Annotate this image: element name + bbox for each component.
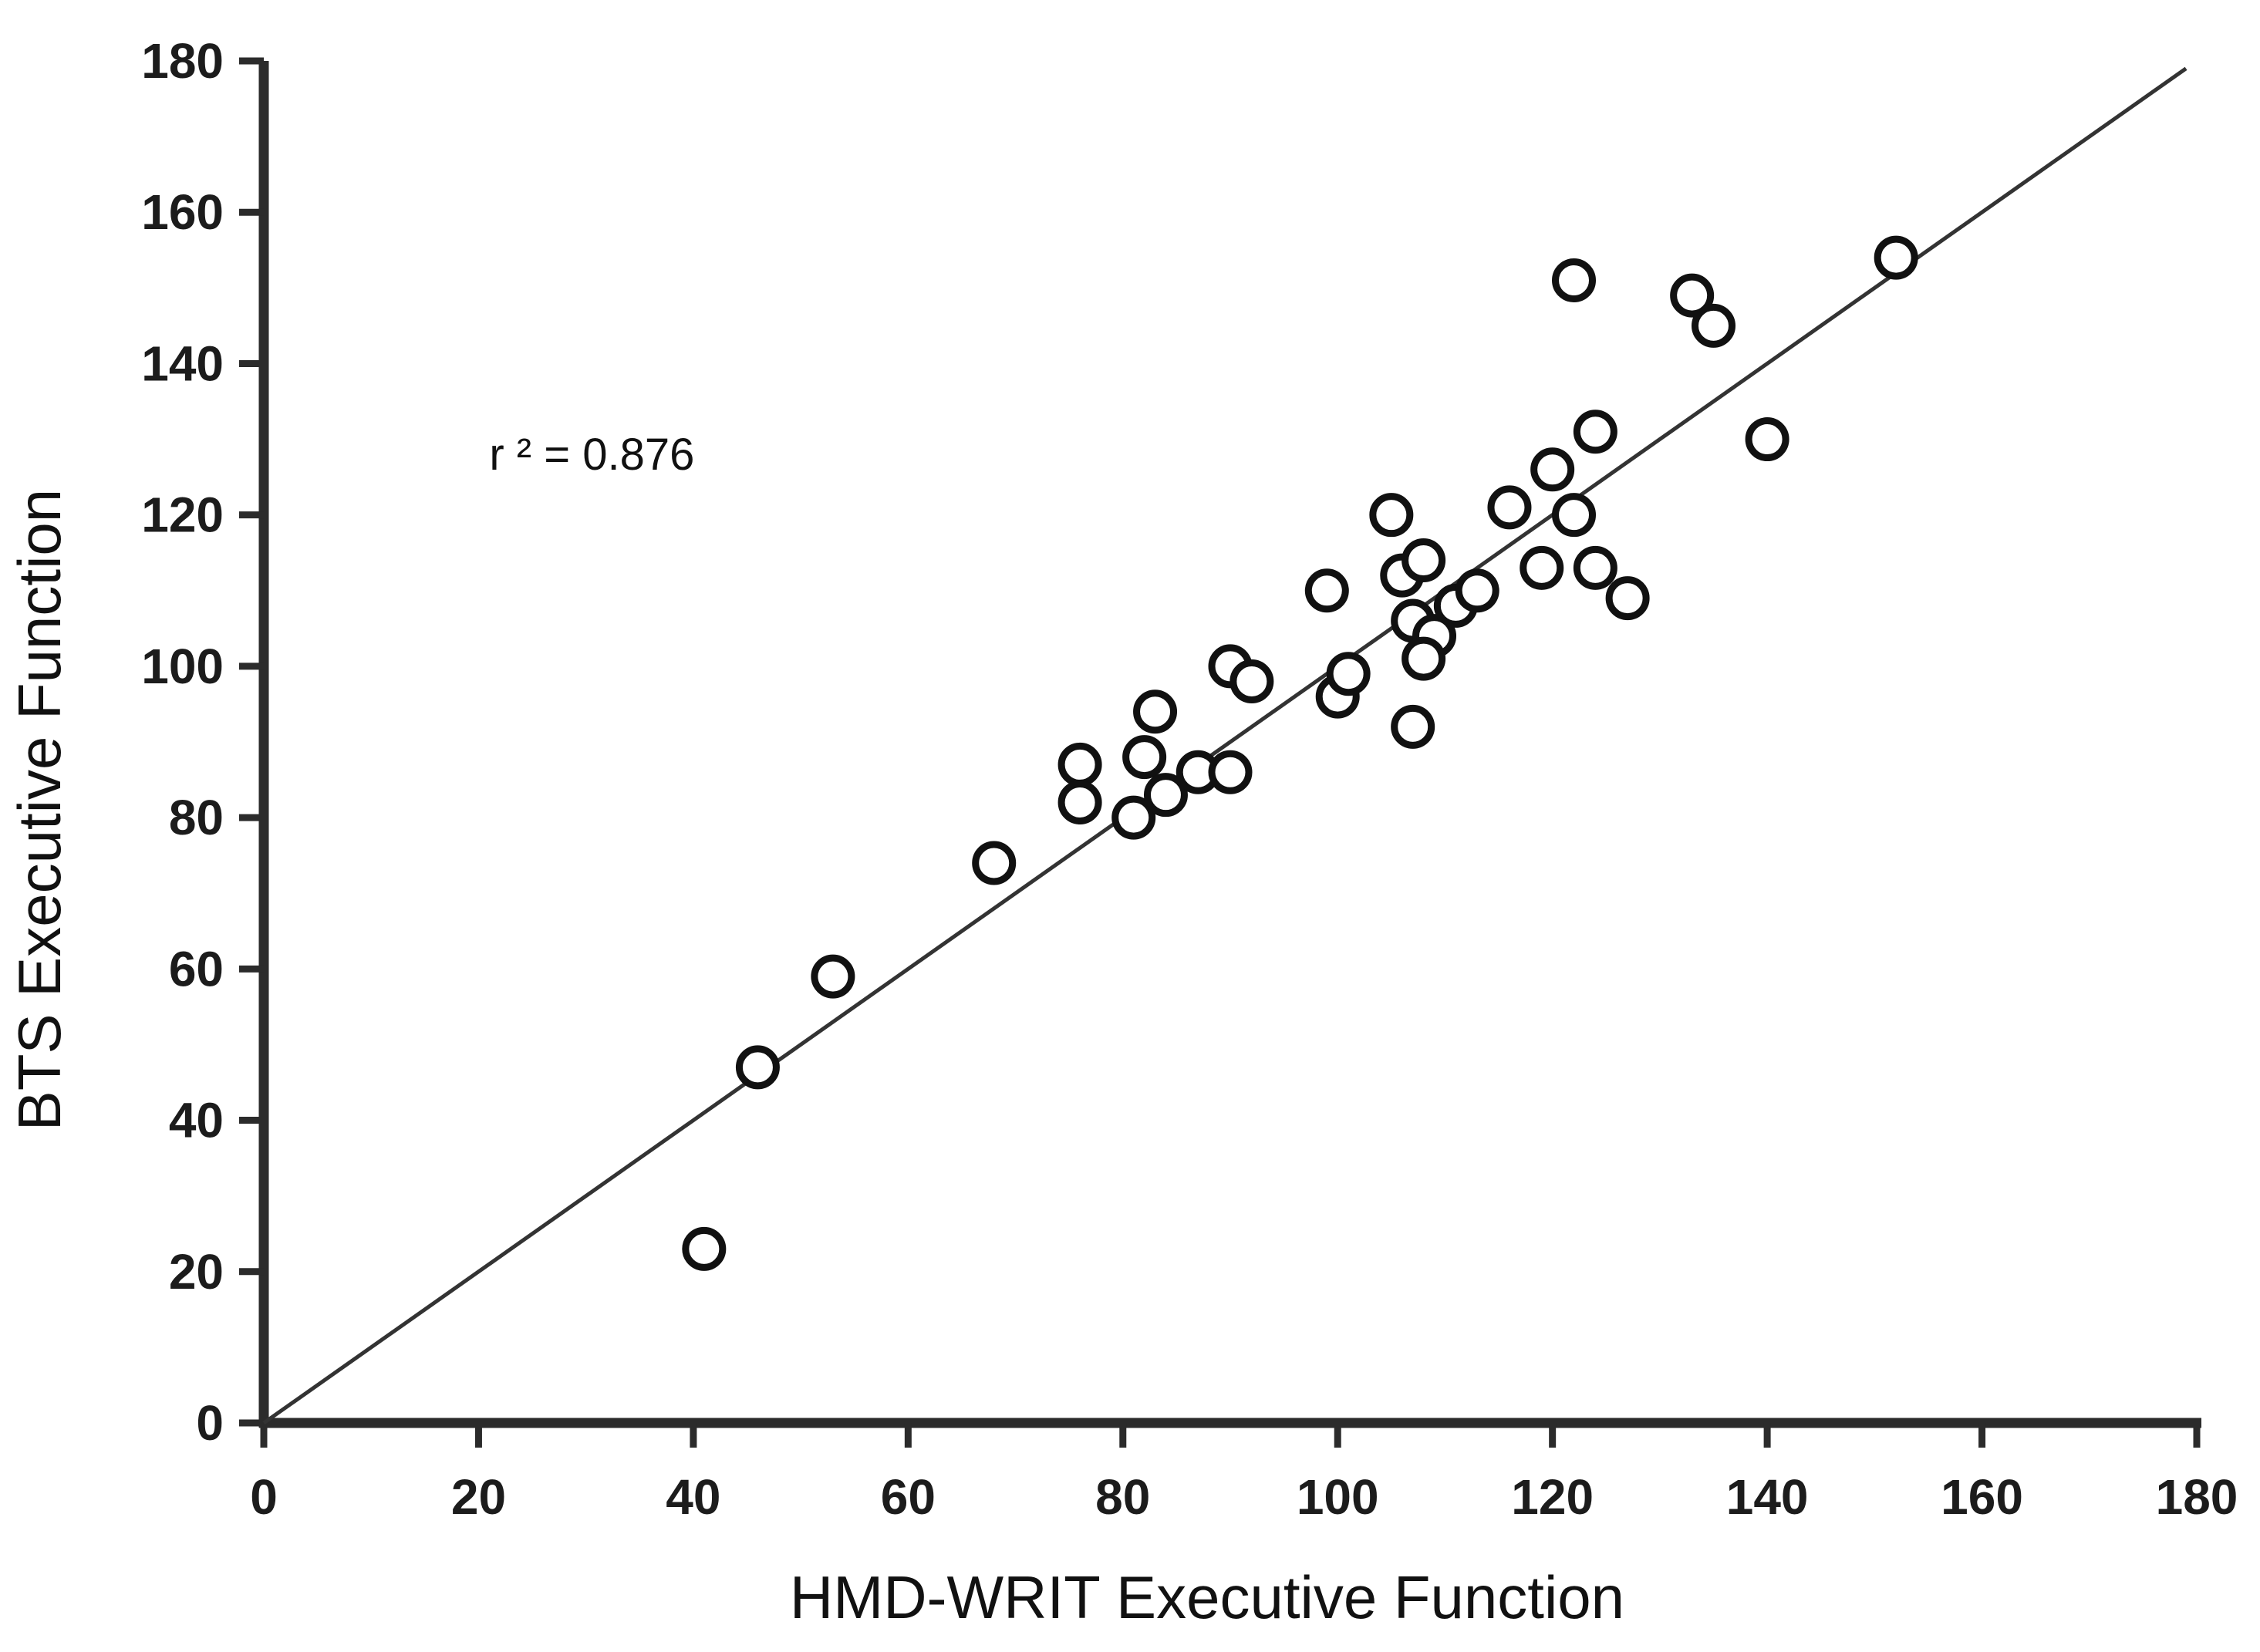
data-point	[1057, 780, 1102, 824]
x-tick-label: 180	[2156, 1469, 2238, 1525]
data-point	[1670, 273, 1715, 318]
data-point	[682, 1226, 727, 1271]
data-point	[811, 954, 855, 999]
data-point	[1552, 258, 1597, 303]
y-tick-label: 180	[141, 33, 224, 89]
identity-line	[262, 66, 2187, 1425]
data-point	[1605, 576, 1650, 621]
y-tick-label: 40	[169, 1093, 224, 1148]
data-point	[1573, 410, 1617, 454]
data-point	[1745, 417, 1789, 462]
x-tick-label: 60	[881, 1469, 936, 1525]
r-squared-annotation: r ² = 0.876	[489, 430, 694, 480]
x-tick-label: 40	[666, 1469, 720, 1525]
x-tick-label: 0	[250, 1469, 278, 1525]
identity-line-layer	[262, 66, 2187, 1425]
data-point	[1487, 485, 1532, 530]
data-point	[1520, 545, 1564, 590]
data-point	[1402, 636, 1446, 681]
data-points-layer	[682, 235, 1918, 1271]
data-point	[1874, 235, 1918, 280]
y-tick-label: 100	[141, 639, 224, 694]
y-tick-label: 80	[169, 790, 224, 845]
x-tick-label: 140	[1726, 1469, 1809, 1525]
data-point	[972, 841, 1017, 885]
data-point	[1692, 303, 1735, 348]
data-point	[1208, 750, 1253, 794]
x-tick-label: 100	[1297, 1469, 1379, 1525]
data-point	[1304, 568, 1349, 613]
y-tick-label: 160	[141, 184, 224, 240]
x-tick-label: 160	[1941, 1469, 2023, 1525]
y-axis-title: BTS Executive Function	[5, 489, 73, 1131]
x-axis-title: HMD-WRIT Executive Function	[790, 1563, 1624, 1631]
data-point	[1230, 659, 1274, 704]
data-point	[1133, 689, 1178, 734]
y-tick-label: 0	[196, 1395, 224, 1451]
y-tick-label: 20	[169, 1244, 224, 1300]
y-tick-label: 120	[141, 487, 224, 543]
data-point	[1369, 493, 1414, 538]
data-point	[1402, 538, 1446, 583]
y-tick-label: 60	[169, 941, 224, 996]
x-tick-label: 120	[1511, 1469, 1594, 1525]
data-point	[735, 1045, 780, 1090]
data-point	[1573, 545, 1617, 590]
data-point	[1455, 568, 1499, 613]
x-tick-label: 80	[1095, 1469, 1150, 1525]
data-point	[1530, 447, 1575, 492]
data-point	[1391, 704, 1435, 749]
data-point	[1326, 652, 1371, 696]
data-point	[1143, 773, 1188, 818]
axes: 0 20 40 60 80 100 120 140 160 180 0 20 40 60 80 100 120 1…	[141, 33, 2238, 1525]
data-point	[1057, 742, 1102, 787]
data-point	[1122, 735, 1167, 780]
y-tick-label: 140	[141, 335, 224, 391]
x-tick-label: 20	[451, 1469, 506, 1525]
data-point	[1552, 493, 1597, 538]
data-point	[1111, 795, 1156, 840]
